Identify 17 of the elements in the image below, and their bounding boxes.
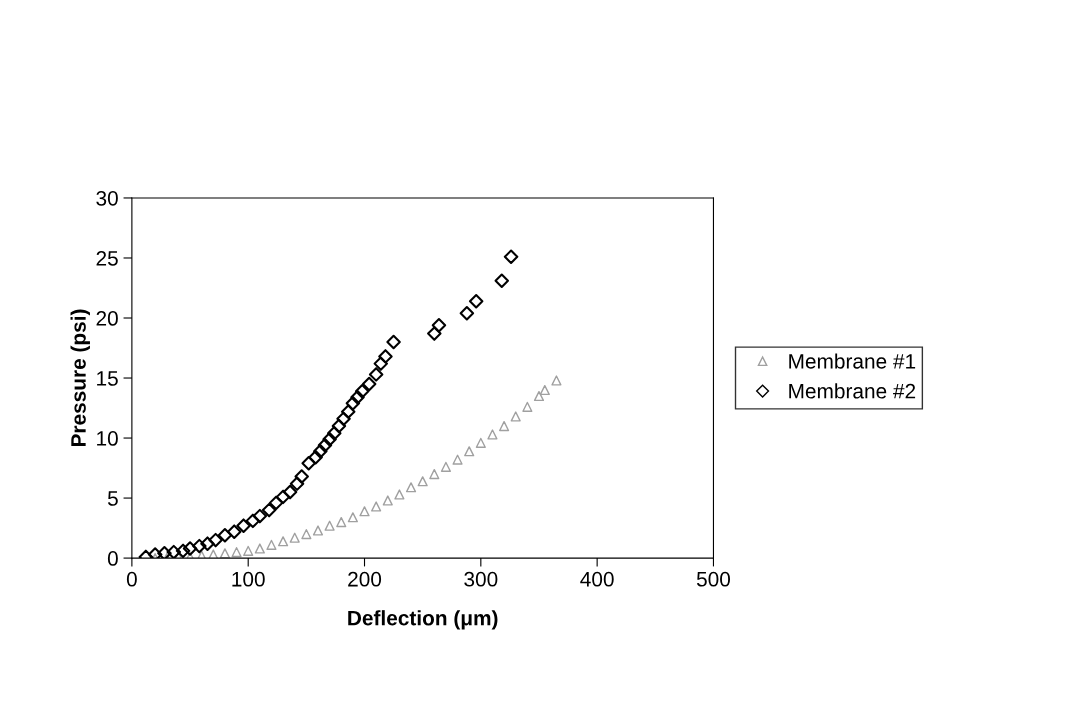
x-tick-label: 200 <box>348 571 382 587</box>
legend-label: Membrane #2 <box>789 383 916 399</box>
y-tick-label: 25 <box>96 250 118 266</box>
y-tick-label: 10 <box>97 431 118 446</box>
x-tick-label: 100 <box>232 571 265 587</box>
x-tick-label: 300 <box>464 571 498 587</box>
y-tick-label: 0 <box>107 551 118 566</box>
x-tick-label: 400 <box>580 571 614 587</box>
legend-label: Membrane #1 <box>789 353 916 369</box>
y-tick-label: 15 <box>97 371 118 386</box>
y-tick-label: 30 <box>96 190 118 206</box>
x-tick-label: 500 <box>696 571 731 587</box>
y-tick-label: 20 <box>96 311 118 326</box>
x-tick-label: 0 <box>126 571 137 587</box>
y-axis-title: Pressure (psi) <box>70 309 90 447</box>
y-tick-label: 5 <box>107 491 118 506</box>
x-axis-title: Deflection (μm) <box>348 610 498 630</box>
